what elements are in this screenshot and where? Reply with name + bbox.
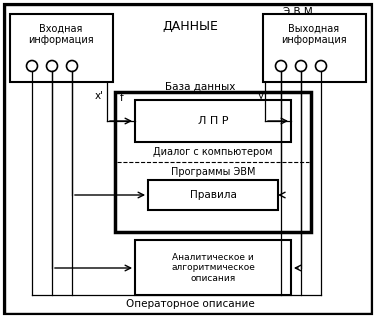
Bar [135,240,291,295]
Text: Программы ЭВМ: Программы ЭВМ [171,167,255,177]
Bar [10,14,113,82]
Text: ДАННЫЕ: ДАННЫЕ [162,20,218,33]
Text: Входная
информация: Входная информация [28,23,94,45]
Text: Э В М: Э В М [283,7,313,17]
Bar [115,92,311,232]
Bar [148,180,278,210]
Text: x': x' [94,91,103,101]
Text: y': y' [258,91,267,101]
Text: Выходная
информация: Выходная информация [281,23,347,45]
Bar [263,14,366,82]
Text: Л П Р: Л П Р [198,116,228,126]
Text: Диалог с компьютером: Диалог с компьютером [153,147,273,157]
Bar [135,100,291,142]
Text: Аналитическое и
алгоритмическое
описания: Аналитическое и алгоритмическое описания [171,253,255,283]
Text: Правила: Правила [190,190,237,200]
Text: f: f [120,93,124,103]
Text: Операторное описание: Операторное описание [126,299,255,309]
Text: База данных: База данных [165,82,235,92]
